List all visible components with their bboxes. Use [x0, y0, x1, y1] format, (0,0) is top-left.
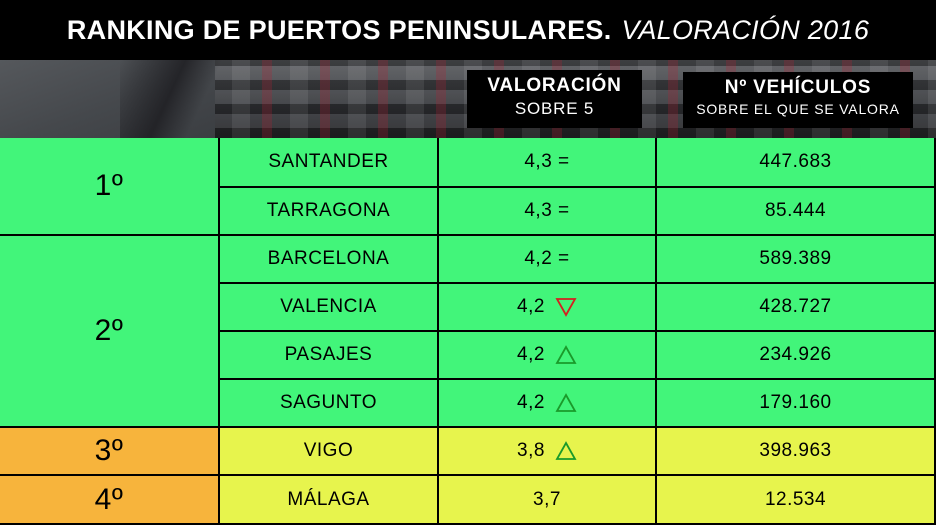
port-name: BARCELONA [267, 248, 390, 269]
rank-cell-3: 3º [0, 428, 220, 476]
vehiculos-value: 179.160 [759, 392, 832, 413]
valoracion-cell: 4,3 = [439, 188, 657, 236]
header-vehiculos: Nº VEHÍCULOS SOBRE EL QUE SE VALORA [683, 72, 913, 128]
port-name: VALENCIA [280, 296, 377, 317]
header-vehiculos-subtitle: SOBRE EL QUE SE VALORA [696, 101, 900, 117]
vehiculos-value: 589.389 [759, 248, 832, 269]
port-name: TARRAGONA [266, 200, 391, 221]
rank-cell-2: 2º [0, 236, 220, 428]
rank-cell-4: 4º [0, 476, 220, 525]
valoracion-value: 4,2 [517, 392, 545, 413]
vehiculos-cell: 589.389 [657, 236, 936, 284]
title-main: RANKING DE PUERTOS PENINSULARES. [66, 14, 612, 45]
header-vehiculos-title: Nº VEHÍCULOS [724, 77, 872, 98]
valoracion-cell: 3,7 [439, 476, 657, 525]
vehiculos-cell: 398.963 [657, 428, 936, 476]
port-cell: MÁLAGA [220, 476, 439, 525]
valoracion-value: 4,2 [517, 344, 545, 365]
rank-label: 2º [94, 314, 124, 347]
port-name: SANTANDER [268, 151, 389, 172]
valoracion-cell: 4,2 [439, 380, 657, 428]
vehiculos-cell: 447.683 [657, 138, 936, 188]
valoracion-cell: 4,2 = [439, 236, 657, 284]
trend-up-icon [555, 345, 577, 364]
trend-up-icon [555, 393, 577, 412]
vehiculos-value: 398.963 [759, 440, 832, 461]
valoracion-wrap: 4,2 [517, 296, 577, 318]
rank-cell-1: 1º [0, 138, 220, 236]
vehiculos-value: 85.444 [764, 200, 827, 221]
port-name: MÁLAGA [287, 488, 370, 510]
valoracion-cell: 4,2 [439, 332, 657, 380]
vehiculos-cell: 428.727 [657, 284, 936, 332]
photo-wall-edge [120, 60, 230, 138]
vehiculos-cell: 85.444 [657, 188, 936, 236]
vehiculos-cell: 234.926 [657, 332, 936, 380]
valoracion-value: 4,3 = [524, 151, 570, 172]
valoracion-wrap: 4,2 [517, 344, 577, 366]
valoracion-cell: 4,3 = [439, 138, 657, 188]
valoracion-wrap: 4,2 [517, 392, 577, 414]
port-cell: TARRAGONA [220, 188, 439, 236]
port-cell: SANTANDER [220, 138, 439, 188]
valoracion-wrap: 3,8 [517, 440, 577, 462]
valoracion-cell: 3,8 [439, 428, 657, 476]
valoracion-value: 4,2 = [524, 248, 570, 269]
valoracion-value: 4,2 [517, 296, 545, 317]
port-name: SAGUNTO [279, 392, 378, 413]
rank-label: 4º [94, 482, 124, 516]
title-sub: VALORACIÓN 2016 [621, 14, 870, 45]
vehiculos-value: 428.727 [759, 296, 832, 317]
header-valoracion-title: VALORACIÓN [487, 75, 622, 96]
vehiculos-value: 234.926 [759, 344, 832, 365]
port-name: VIGO [303, 440, 354, 461]
port-cell: SAGUNTO [220, 380, 439, 428]
trend-up-icon [555, 441, 577, 460]
port-cell: PASAJES [220, 332, 439, 380]
port-name: PASAJES [284, 344, 373, 365]
port-cell: VALENCIA [220, 284, 439, 332]
vehiculos-value: 12.534 [764, 488, 827, 510]
port-cell: BARCELONA [220, 236, 439, 284]
page-title: RANKING DE PUERTOS PENINSULARES. VALORAC… [0, 0, 936, 60]
vehiculos-cell: 12.534 [657, 476, 936, 525]
port-cell: VIGO [220, 428, 439, 476]
valoracion-value: 4,3 = [524, 200, 570, 221]
vehiculos-cell: 179.160 [657, 380, 936, 428]
valoracion-cell: 4,2 [439, 284, 657, 332]
ranking-table: 1º 2º 3º 4º SANTANDER 4,3 = 447.683 TARR… [0, 138, 936, 525]
valoracion-value: 3,7 [533, 488, 561, 510]
header-valoracion: VALORACIÓN SOBRE 5 [467, 70, 642, 128]
trend-down-icon [555, 298, 577, 317]
rank-label: 1º [94, 169, 124, 202]
header-valoracion-subtitle: SOBRE 5 [514, 99, 595, 118]
vehiculos-value: 447.683 [759, 151, 832, 172]
valoracion-value: 3,8 [517, 440, 545, 461]
rank-label: 3º [94, 434, 124, 467]
